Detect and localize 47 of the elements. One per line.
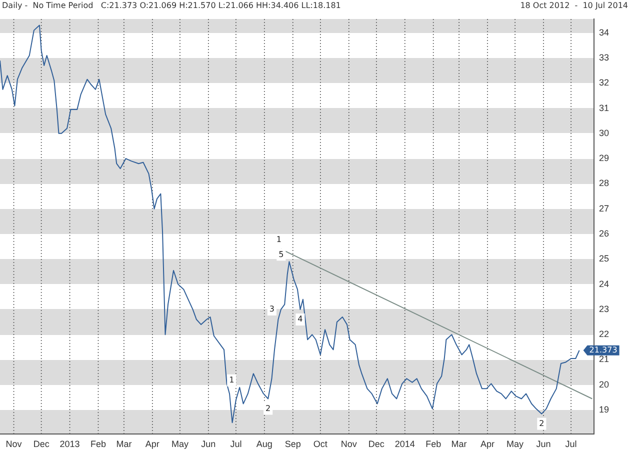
y-tick-label: 26 [599,228,610,239]
y-tick-label: 31 [599,102,610,113]
x-tick-label: Feb [90,439,106,450]
annotation: 3 [269,304,274,314]
y-tick-label: 32 [599,78,610,88]
x-tick-label: May [506,439,524,450]
y-tick-label: 21 [599,354,610,364]
y-tick-label: 19 [599,404,610,415]
y-tick-label: 23 [599,304,610,314]
x-tick-label: Mar [451,439,467,450]
data-label: 21.373 [589,345,618,354]
y-tick-label: 24 [599,278,610,289]
x-tick-label: Nov [340,439,358,450]
y-tick-label: 30 [599,128,610,138]
annotation: 2 [539,418,544,428]
x-tick-label: Jul [565,439,577,450]
x-tick-label: Jun [536,439,551,450]
y-tick-label: 25 [599,254,610,264]
x-tick-label: Dec [33,439,50,450]
y-tick-label: 33 [599,52,610,62]
x-tick-label: May [171,439,189,450]
annotation: 2 [266,404,271,413]
x-tick-label: Aug [256,439,272,450]
x-tick-label: Sep [284,439,301,450]
annotation: 1 [276,235,282,244]
y-tick-label: 34 [599,27,610,38]
annotation: 1 [229,376,234,384]
x-tick-label: Nov [6,439,22,450]
x-tick-label: Apr [480,439,495,450]
x-tick-label: 2013 [60,439,80,450]
y-tick-label: 22 [599,329,610,340]
x-tick-label: 2014 [394,439,415,450]
x-tick-label: Feb [426,439,442,450]
chart-title: Daily - No Time Period C:21.373 O:21.069 H:21.570 L:21.066 HH:34.406 LL:18.181 [2,1,341,10]
y-tick-label: 20 [599,379,610,390]
x-tick-label: Apr [145,439,160,450]
x-tick-label: Mar [116,439,132,450]
y-tick-label: 27 [599,203,610,214]
x-tick-label: Jun [201,439,216,450]
x-tick-label: Jul [230,439,242,450]
annotation: 4 [298,314,303,324]
annotation: 5 [278,250,284,259]
y-tick-label: 28 [599,178,610,188]
x-tick-label: Dec [368,439,385,450]
x-tick-label: Oct [313,439,328,450]
y-tick-label: 29 [599,153,610,164]
chart-subtitle: 18 Oct 2012 - 10 Jul 2014 [520,1,628,10]
